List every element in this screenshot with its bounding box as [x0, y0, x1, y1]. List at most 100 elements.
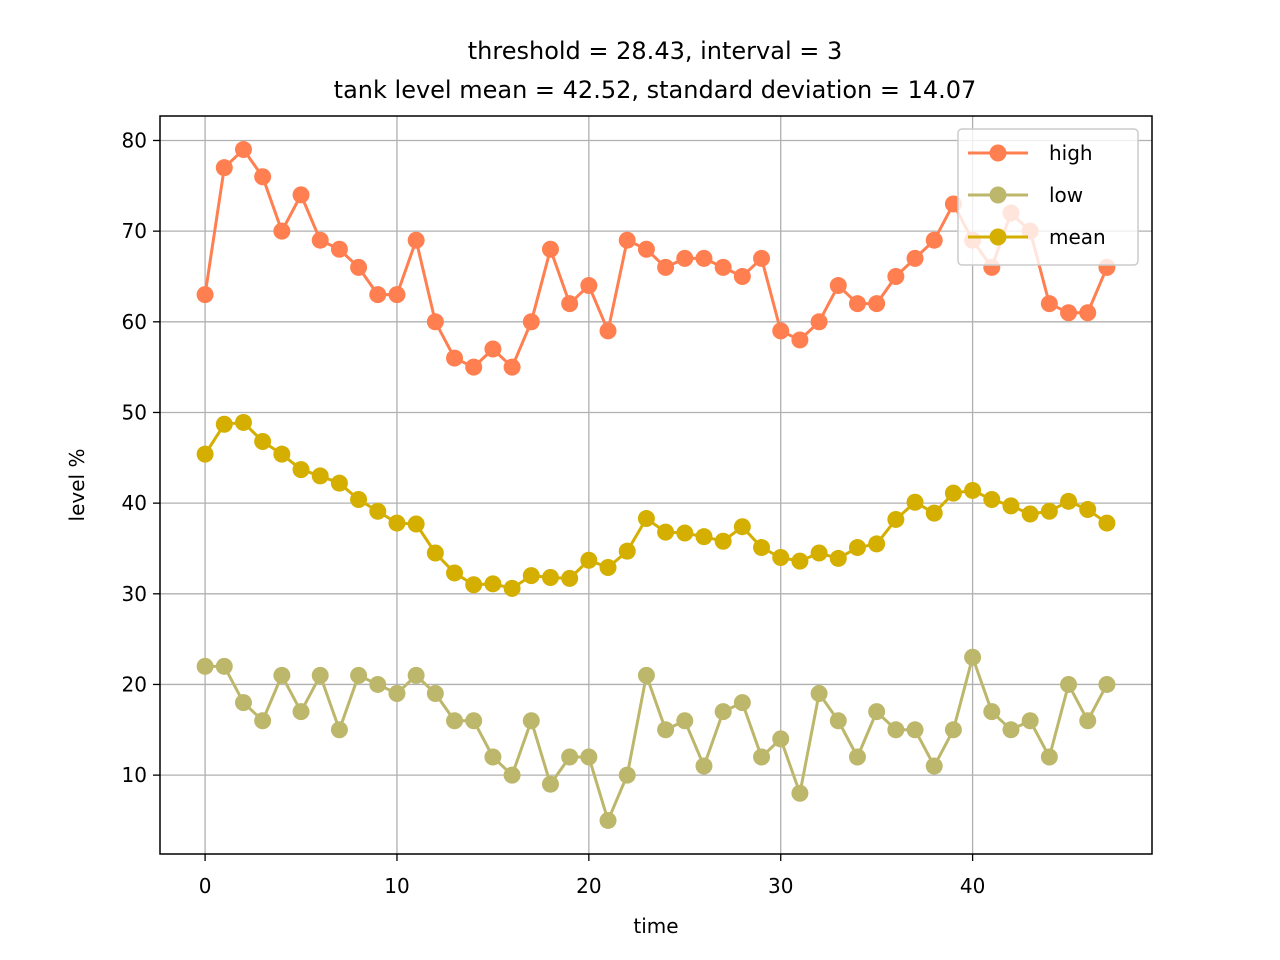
data-point-mean [695, 528, 713, 546]
data-point-mean [234, 413, 252, 431]
data-point-low [944, 721, 962, 739]
data-point-high [810, 313, 828, 331]
data-point-high [637, 240, 655, 258]
data-point-mean [868, 535, 886, 553]
data-point-high [561, 295, 579, 313]
y-tick-label: 40 [122, 491, 147, 515]
data-point-mean [1098, 514, 1116, 532]
data-point-low [964, 648, 982, 666]
legend-item-low: low [968, 183, 1083, 207]
data-point-high [753, 249, 771, 267]
data-point-mean [1060, 492, 1078, 510]
legend-label: mean [1049, 225, 1106, 249]
data-point-mean [350, 491, 368, 509]
grid [160, 116, 1152, 854]
data-point-mean [503, 579, 521, 597]
data-point-low [618, 766, 636, 784]
x-axis-label: time [633, 914, 678, 938]
data-point-mean [292, 461, 310, 479]
data-point-low [196, 657, 214, 675]
data-point-high [215, 159, 233, 177]
data-point-low [561, 748, 579, 766]
data-point-mean [1021, 505, 1039, 523]
data-point-high [446, 349, 464, 367]
legend-marker [989, 228, 1007, 246]
data-point-mean [906, 493, 924, 511]
y-tick-label: 60 [122, 310, 147, 334]
legend-box [957, 128, 1139, 266]
data-point-high [868, 295, 886, 313]
series-low [196, 648, 1116, 829]
data-point-mean [676, 524, 694, 542]
data-point-high [350, 258, 368, 276]
data-point-high [906, 249, 924, 267]
data-point-mean [215, 415, 233, 433]
chart-title-line1: threshold = 28.43, interval = 3 [468, 37, 843, 65]
data-point-high [1040, 295, 1058, 313]
data-point-high [503, 358, 521, 376]
data-point-mean [714, 532, 732, 550]
data-point-mean [637, 510, 655, 528]
data-point-mean [983, 491, 1001, 509]
data-point-high [407, 231, 425, 249]
legend-item-high: high [968, 141, 1093, 165]
data-point-high [657, 258, 675, 276]
data-point-low [254, 712, 272, 730]
data-point-mean [925, 504, 943, 522]
data-point-mean [772, 549, 790, 567]
data-point-mean [829, 549, 847, 567]
data-point-low [292, 703, 310, 721]
data-point-low [848, 748, 866, 766]
data-point-low [446, 712, 464, 730]
data-point-high [791, 331, 809, 349]
data-point-mean [254, 432, 272, 450]
data-point-mean [561, 569, 579, 587]
data-point-low [522, 712, 540, 730]
data-point-high [426, 313, 444, 331]
data-point-low [983, 703, 1001, 721]
y-tick-label: 80 [122, 128, 147, 152]
legend-marker [989, 186, 1007, 204]
data-point-mean [810, 544, 828, 562]
data-point-high [292, 186, 310, 204]
data-point-low [1002, 721, 1020, 739]
data-point-low [234, 694, 252, 712]
series-mean [196, 413, 1116, 597]
x-tick-label: 30 [768, 874, 793, 898]
data-point-low [657, 721, 675, 739]
legend-marker [989, 144, 1007, 162]
data-point-high [676, 249, 694, 267]
data-point-high [733, 267, 751, 285]
data-point-high [1060, 304, 1078, 322]
data-point-high [580, 277, 598, 295]
data-point-high [829, 277, 847, 295]
data-point-low [868, 703, 886, 721]
data-point-high [484, 340, 502, 358]
data-point-low [733, 694, 751, 712]
data-point-mean [618, 542, 636, 560]
axis-ticks: 0 10 20 30 40 10 20 30 40 50 60 70 80 [122, 128, 986, 898]
data-point-low [311, 666, 329, 684]
x-tick-label: 20 [576, 874, 601, 898]
data-point-high [330, 240, 348, 258]
y-tick-label: 10 [122, 763, 147, 787]
data-point-low [753, 748, 771, 766]
data-point-mean [484, 575, 502, 593]
series-group [196, 141, 1116, 829]
legend: high low mean [957, 128, 1139, 266]
plot-frame [159, 115, 1153, 855]
data-point-mean [330, 474, 348, 492]
data-point-low [906, 721, 924, 739]
data-point-high [695, 249, 713, 267]
data-point-mean [407, 515, 425, 533]
data-point-low [637, 666, 655, 684]
data-point-mean [196, 445, 214, 463]
y-axis-label: level % [65, 449, 89, 522]
data-point-high [887, 267, 905, 285]
data-point-mean [944, 484, 962, 502]
chart-title-line2: tank level mean = 42.52, standard deviat… [334, 76, 977, 104]
data-point-high [388, 286, 406, 304]
data-point-mean [733, 518, 751, 536]
data-point-low [330, 721, 348, 739]
legend-label: high [1049, 141, 1093, 165]
